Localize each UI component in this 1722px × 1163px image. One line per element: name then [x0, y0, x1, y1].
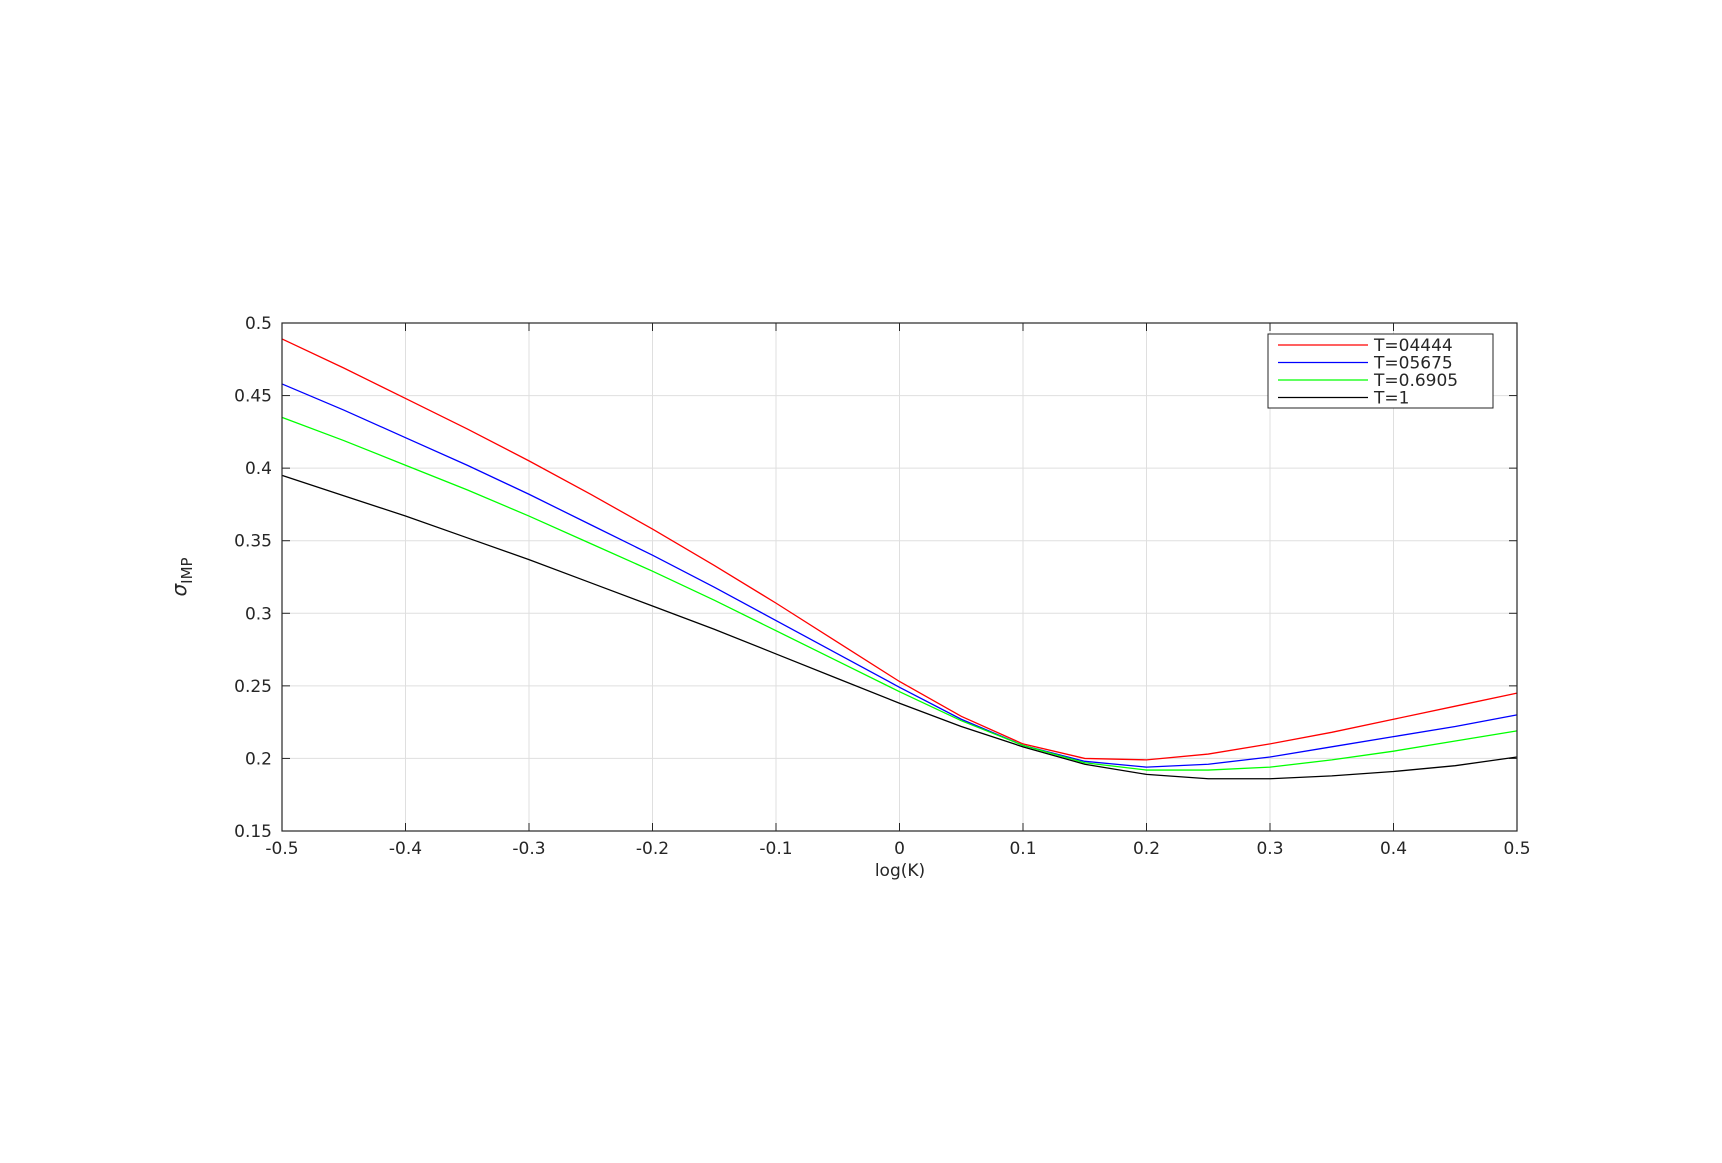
legend-label: T=0.6905 — [1373, 371, 1458, 391]
y-axis-symbol: σ — [167, 583, 191, 597]
x-tick-label: -0.2 — [636, 839, 669, 859]
legend-label: T=04444 — [1373, 336, 1453, 356]
series-line — [281, 383, 1518, 768]
x-tick-label: 0.2 — [1133, 839, 1160, 859]
legend-box — [1267, 333, 1494, 409]
y-tick-label: 0.35 — [234, 532, 272, 552]
y-axis-label: σIMP — [167, 557, 196, 596]
series-line — [281, 416, 1518, 771]
x-axis-label: log(K) — [875, 861, 925, 881]
y-tick-label: 0.15 — [234, 822, 272, 842]
x-tick-label: 0.1 — [1009, 839, 1036, 859]
x-tick-label: -0.3 — [512, 839, 545, 859]
legend-label: T=1 — [1373, 389, 1409, 409]
series-line — [281, 474, 1518, 780]
legend-label: T=05675 — [1373, 354, 1453, 374]
x-tick-label: 0 — [894, 839, 905, 859]
x-tick-label: -0.1 — [759, 839, 792, 859]
y-tick-label: 0.4 — [245, 459, 272, 479]
series-line — [281, 338, 1518, 761]
y-tick-label: 0.2 — [245, 749, 272, 769]
y-axis-subscript: IMP — [178, 557, 196, 583]
y-tick-label: 0.3 — [245, 604, 272, 624]
y-tick-label: 0.45 — [234, 387, 272, 407]
plot-frame — [281, 322, 1518, 832]
x-tick-label: 0.5 — [1503, 839, 1530, 859]
y-tick-label: 0.5 — [245, 314, 272, 334]
x-tick-label: -0.5 — [265, 839, 298, 859]
y-tick-label: 0.25 — [234, 677, 272, 697]
x-tick-label: 0.4 — [1380, 839, 1407, 859]
x-tick-label: -0.4 — [389, 839, 422, 859]
x-tick-label: 0.3 — [1256, 839, 1283, 859]
